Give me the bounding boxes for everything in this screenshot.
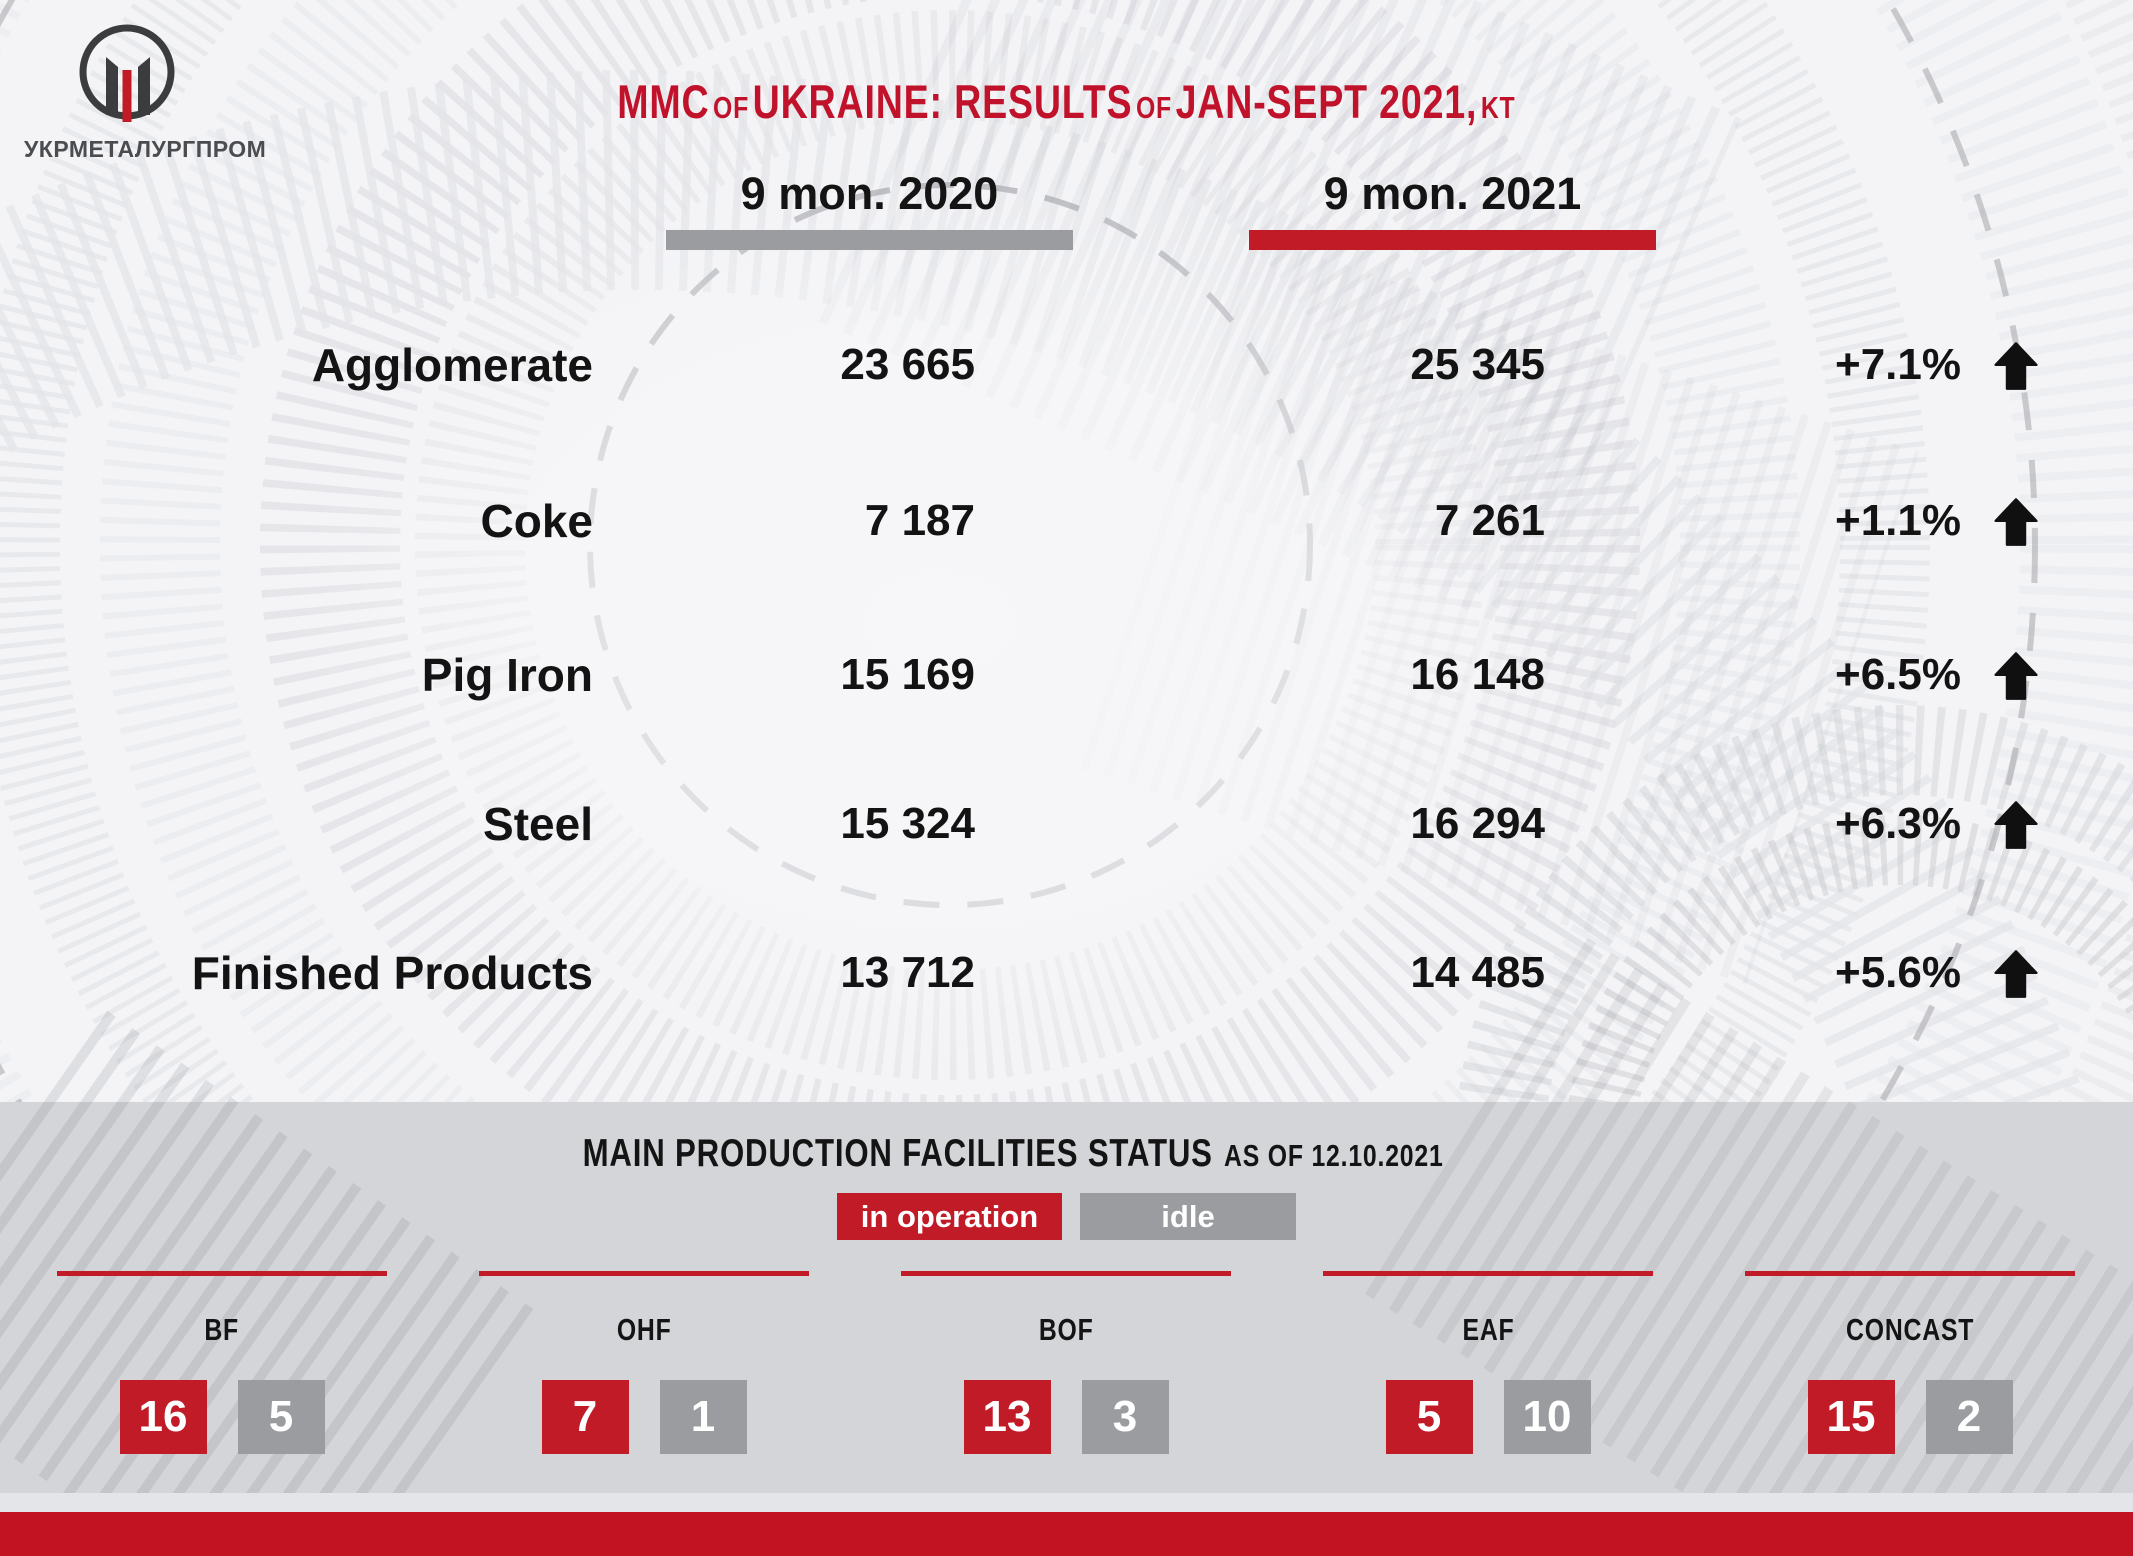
trend-up-icon	[1992, 497, 2040, 547]
trend-up-icon	[1992, 341, 2040, 391]
facilities-as-of: AS OF 12.10.2021	[1224, 1138, 1444, 1173]
column-underline-red	[1249, 230, 1656, 250]
change-percent: +7.1%	[1835, 340, 1961, 389]
facility-group-bof: BOF 13 3	[901, 1271, 1231, 1454]
row-label: Pig Iron	[421, 649, 593, 701]
value-2020: 13 712	[840, 948, 975, 997]
change-percent: +5.6%	[1835, 948, 1961, 997]
footer-light-strip	[0, 1493, 2133, 1512]
facility-label: EAF	[1462, 1312, 1514, 1347]
facility-label: CONCAST	[1845, 1312, 1975, 1347]
facility-group-bf: BF 16 5	[57, 1271, 387, 1454]
footer-red-bar	[0, 1512, 2133, 1556]
status-legend: in operation idle	[0, 1193, 2133, 1240]
group-divider-line	[901, 1271, 1231, 1276]
idle-count: 1	[659, 1380, 747, 1454]
legend-in-operation: in operation	[837, 1193, 1062, 1240]
title-part: JAN-SEPT 2021,	[1175, 75, 1478, 128]
group-divider-line	[57, 1271, 387, 1276]
idle-count: 10	[1503, 1380, 1591, 1454]
title-part: KT	[1480, 90, 1516, 125]
row-label: Finished Products	[191, 947, 593, 999]
title-part: OF	[713, 90, 750, 125]
value-2021: 16 294	[1410, 799, 1545, 848]
row-label: Coke	[480, 495, 593, 547]
in-operation-count: 7	[541, 1380, 629, 1454]
idle-count: 5	[237, 1380, 325, 1454]
value-2021: 16 148	[1410, 650, 1545, 699]
diagonal-stripes	[1364, 937, 2133, 1556]
value-2020: 7 187	[864, 496, 975, 545]
trend-up-icon	[1992, 949, 2040, 999]
value-2021: 14 485	[1410, 948, 1545, 997]
value-2021: 25 345	[1410, 340, 1545, 389]
in-operation-count: 13	[963, 1380, 1051, 1454]
row-label: Agglomerate	[311, 339, 593, 391]
column-underline-gray	[666, 230, 1073, 250]
facilities-row: BF 16 5 OHF 7 1 BOF	[57, 1271, 2076, 1454]
facilities-heading: MAIN PRODUCTION FACILITIES STATUS AS OF 1…	[0, 1132, 2080, 1176]
facility-label: OHF	[616, 1312, 672, 1347]
column-header-2021: 9 mon. 2021	[1249, 170, 1656, 250]
trend-up-icon	[1992, 651, 2040, 701]
group-divider-line	[1323, 1271, 1653, 1276]
in-operation-count: 15	[1807, 1380, 1895, 1454]
table-row: Finished Products 13 712 14 485 +5.6%	[0, 941, 2133, 1005]
trend-up-icon	[1992, 800, 2040, 850]
facility-label: BOF	[1038, 1312, 1094, 1347]
facilities-section: MAIN PRODUCTION FACILITIES STATUS AS OF 1…	[0, 937, 2133, 1556]
page-title: MMC OF UKRAINE: RESULTS OF JAN-SEPT 2021…	[0, 74, 2133, 129]
group-divider-line	[479, 1271, 809, 1276]
column-label: 9 mon. 2021	[1323, 168, 1582, 219]
table-row: Agglomerate 23 665 25 345 +7.1%	[0, 333, 2133, 397]
table-row: Pig Iron 15 169 16 148 +6.5%	[0, 643, 2133, 707]
legend-idle: idle	[1080, 1193, 1296, 1240]
change-percent: +6.3%	[1835, 799, 1961, 848]
value-2020: 15 169	[840, 650, 975, 699]
facility-group-eaf: EAF 5 10	[1323, 1271, 1653, 1454]
group-divider-line	[1745, 1271, 2075, 1276]
table-row: Coke 7 187 7 261 +1.1%	[0, 489, 2133, 553]
idle-count: 3	[1081, 1380, 1169, 1454]
facilities-heading-text: MAIN PRODUCTION FACILITIES STATUS	[583, 1132, 1214, 1175]
change-percent: +1.1%	[1835, 496, 1961, 545]
logo-brand-text: УКРМЕТАЛУРГПРОМ	[24, 136, 267, 162]
title-part: UKRAINE: RESULTS	[752, 75, 1133, 128]
table-row: Steel 15 324 16 294 +6.3%	[0, 792, 2133, 856]
in-operation-count: 16	[119, 1380, 207, 1454]
value-2021: 7 261	[1434, 496, 1545, 545]
facility-label: BF	[204, 1312, 240, 1347]
row-label: Steel	[483, 798, 593, 850]
facility-group-ohf: OHF 7 1	[479, 1271, 809, 1454]
column-header-2020: 9 mon. 2020	[666, 170, 1073, 250]
value-2020: 15 324	[840, 799, 975, 848]
column-label: 9 mon. 2020	[740, 168, 999, 219]
change-percent: +6.5%	[1835, 650, 1961, 699]
title-part: MMC	[617, 75, 710, 128]
facility-group-concast: CONCAST 15 2	[1745, 1271, 2075, 1454]
idle-count: 2	[1925, 1380, 2013, 1454]
title-part: OF	[1136, 90, 1173, 125]
value-2020: 23 665	[840, 340, 975, 389]
in-operation-count: 5	[1385, 1380, 1473, 1454]
ukrmetalurgprom-logo-icon	[79, 24, 175, 122]
